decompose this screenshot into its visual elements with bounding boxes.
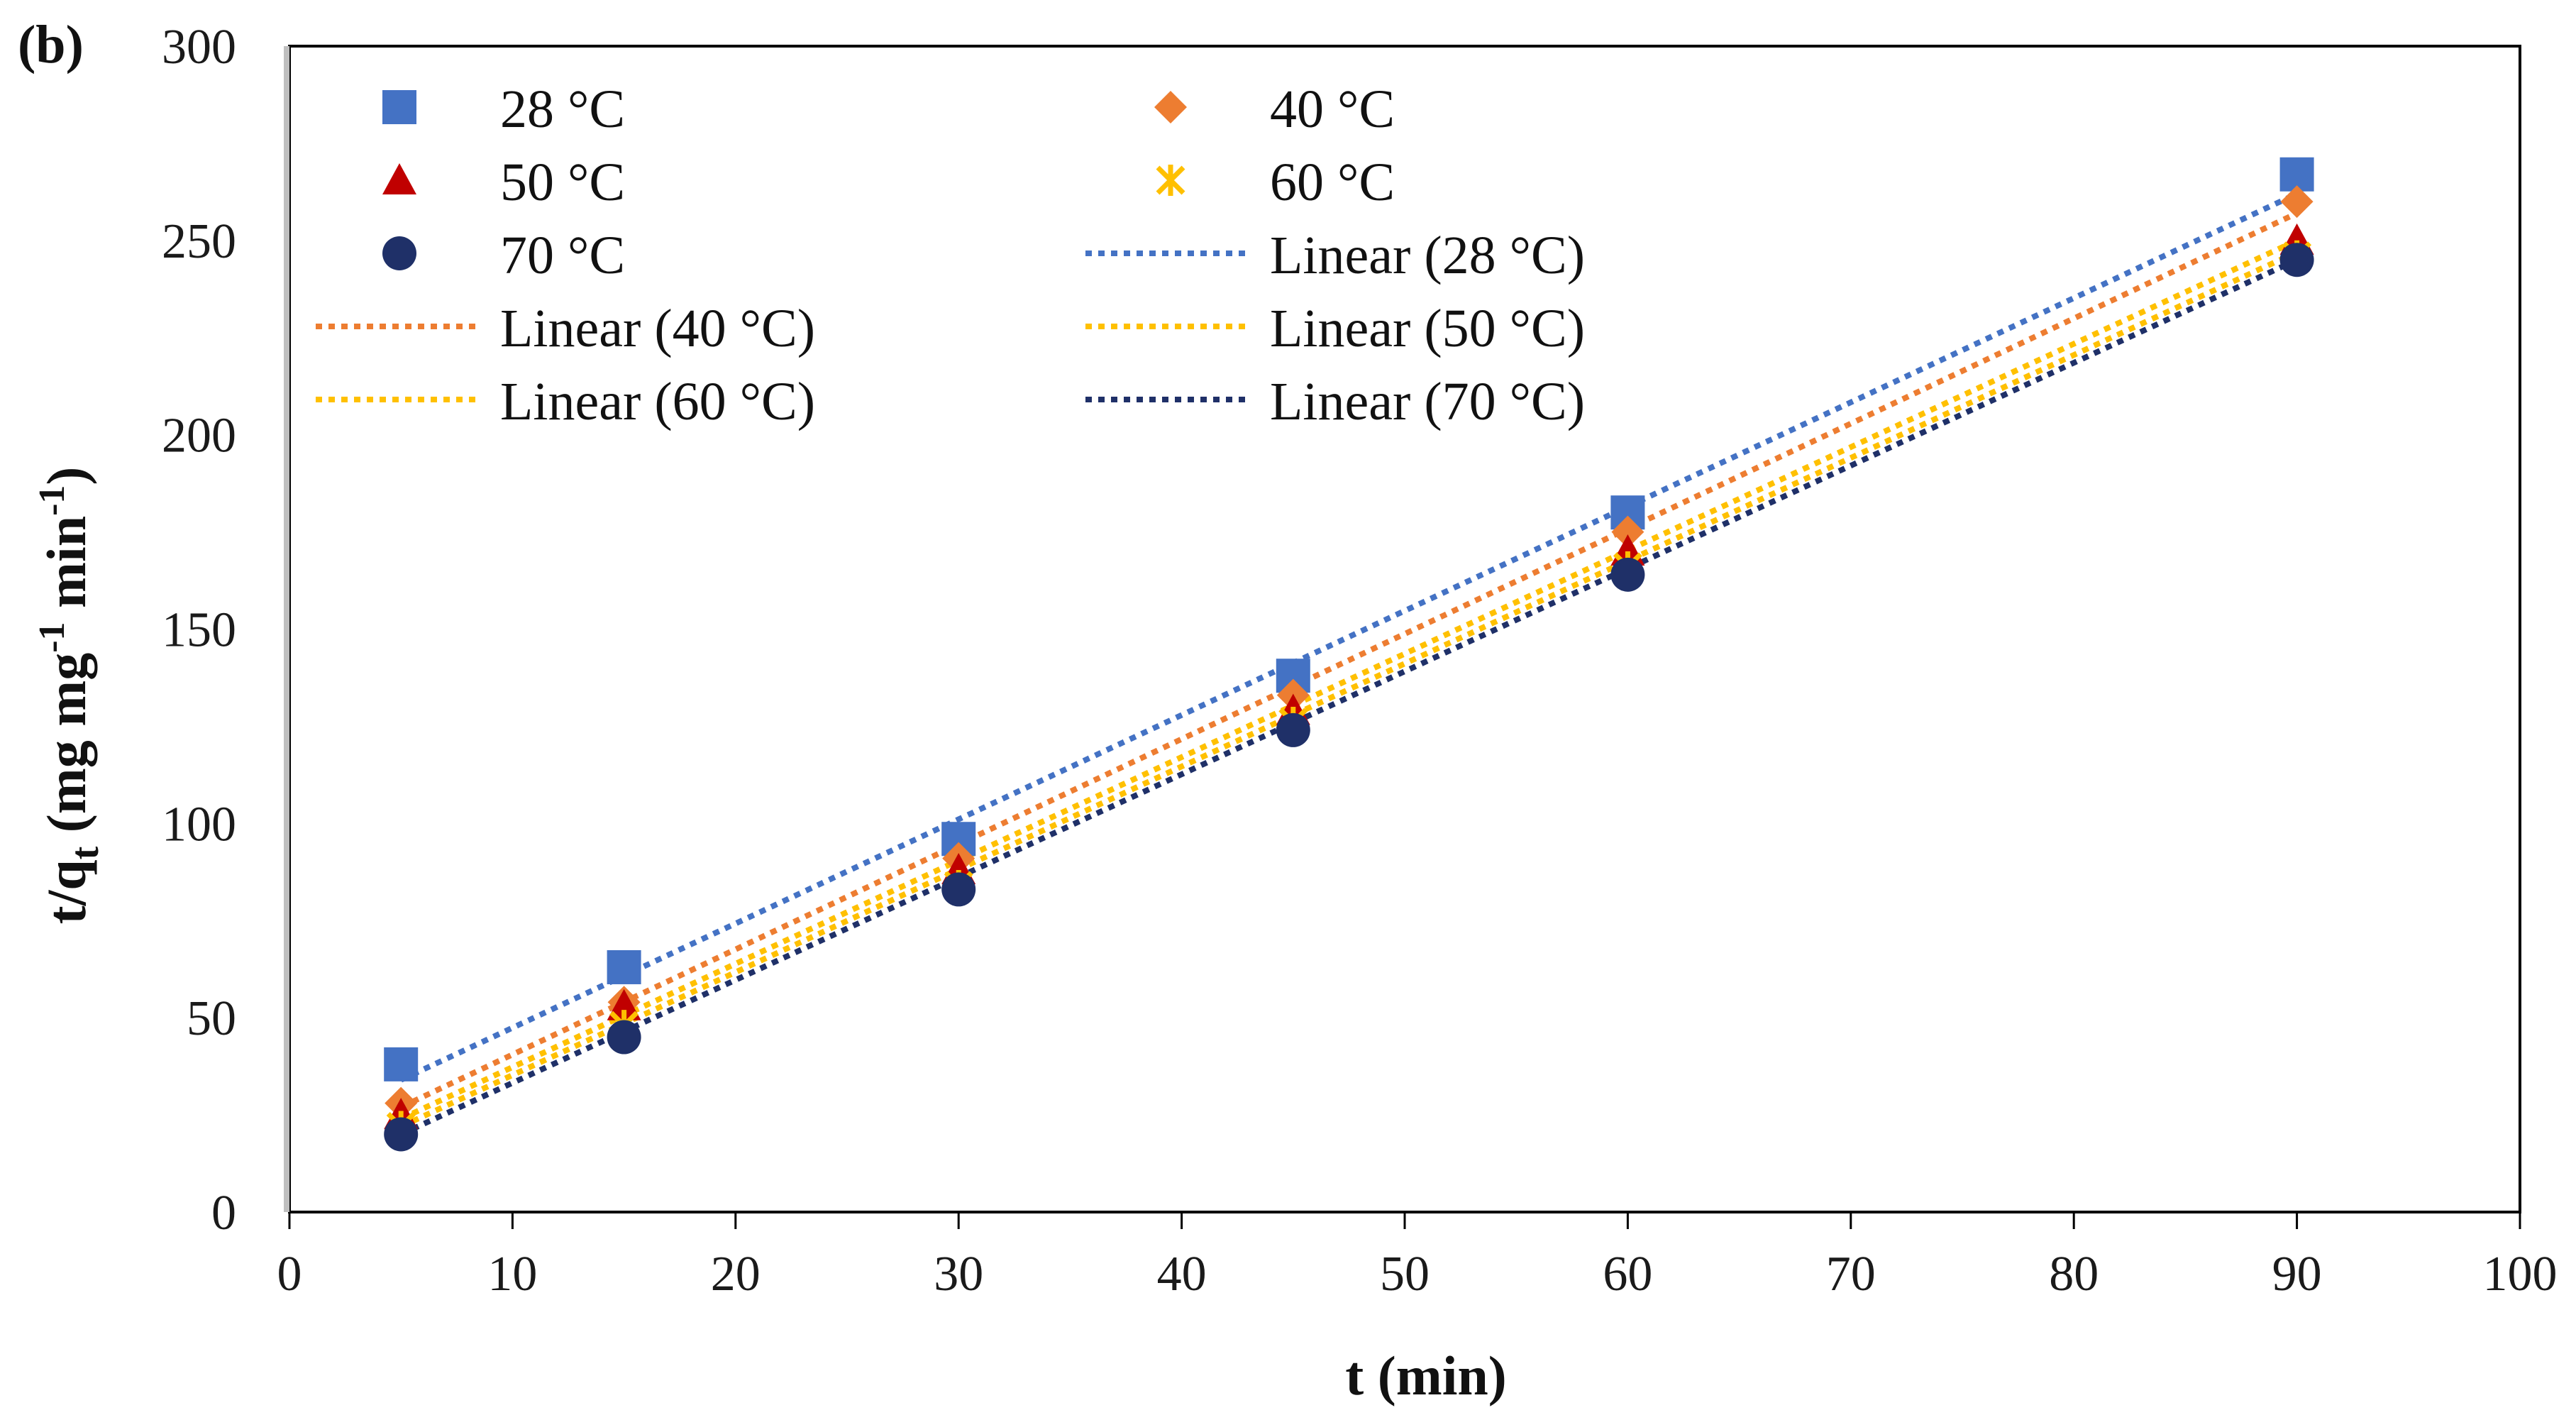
x-tick-label: 30 (934, 1247, 983, 1301)
legend-symbol-0 (382, 90, 416, 124)
trendline-3 (399, 249, 2299, 1130)
legend-label-1: 40 °C (1270, 79, 1395, 139)
data-point-4-2 (941, 872, 976, 907)
x-tick-label: 0 (277, 1247, 302, 1301)
data-point-4-0 (384, 1117, 419, 1152)
data-point-4-3 (1276, 712, 1310, 747)
legend-label-2: 50 °C (500, 153, 625, 212)
y-axis-title-units-open: (mg mg (35, 653, 97, 847)
y-axis-title-superscript: -1 (32, 622, 72, 652)
x-tick-label: 20 (711, 1247, 761, 1301)
trendline-0 (399, 191, 2299, 1083)
y-tick-label: 100 (162, 797, 236, 852)
x-tick-label: 100 (2483, 1247, 2558, 1301)
x-tick-label: 60 (1603, 1247, 1652, 1301)
y-axis-title-base: t/q (35, 859, 97, 924)
y-tick-label: 300 (162, 20, 236, 75)
legend-trendline-label-0: Linear (28 °C) (1270, 226, 1585, 285)
x-tick-label: 70 (1826, 1247, 1876, 1301)
data-point-4-1 (607, 1020, 641, 1055)
x-tick-label: 90 (2272, 1247, 2322, 1301)
y-axis-title-units-mid: min (35, 516, 97, 622)
y-tick-label: 150 (162, 603, 236, 658)
panel-label: (b) (18, 15, 84, 75)
data-point-1-4 (1611, 515, 1644, 549)
trendline-2 (399, 238, 2299, 1122)
data-point-0-1 (607, 949, 641, 984)
data-point-4-5 (2279, 243, 2314, 277)
x-tick-label: 10 (487, 1247, 537, 1301)
y-tick-label: 50 (187, 991, 236, 1046)
x-tick-label: 80 (2049, 1247, 2099, 1301)
legend-label-3: 60 °C (1270, 153, 1395, 212)
legend-symbol-2 (382, 163, 416, 194)
legend-symbol-1 (1154, 91, 1187, 123)
x-axis-title: t (min) (1345, 1345, 1506, 1406)
y-tick-label: 200 (162, 409, 236, 463)
trendline-1 (399, 210, 2299, 1110)
legend-trendline-label-1: Linear (40 °C) (500, 299, 815, 358)
legend-symbol-4 (382, 236, 416, 270)
legend-trendline-label-4: Linear (70 °C) (1270, 372, 1585, 431)
legend-trendline-label-2: Linear (50 °C) (1270, 299, 1585, 358)
x-tick-label: 50 (1380, 1247, 1430, 1301)
data-point-1-5 (2280, 185, 2314, 219)
y-tick-label: 250 (162, 214, 236, 269)
trendline-4 (399, 257, 2299, 1138)
data-point-2-1 (607, 989, 641, 1020)
data-point-0-0 (384, 1047, 419, 1081)
legend-trendline-label-3: Linear (60 °C) (500, 372, 815, 431)
x-tick-label: 40 (1157, 1247, 1207, 1301)
y-axis-title: t/qt (mg mg-1 min-1) (32, 467, 107, 925)
y-axis-title-superscript-2: -1 (32, 485, 72, 516)
y-axis-title-subscript: t (63, 846, 107, 859)
legend-label-4: 70 °C (500, 226, 625, 285)
y-axis-title-units-close: ) (35, 467, 97, 485)
y-axis-line (284, 46, 289, 1212)
y-tick-label: 0 (211, 1186, 236, 1240)
legend-symbol-3 (1156, 165, 1185, 196)
data-point-4-4 (1610, 557, 1645, 592)
legend-label-0: 28 °C (500, 79, 625, 139)
